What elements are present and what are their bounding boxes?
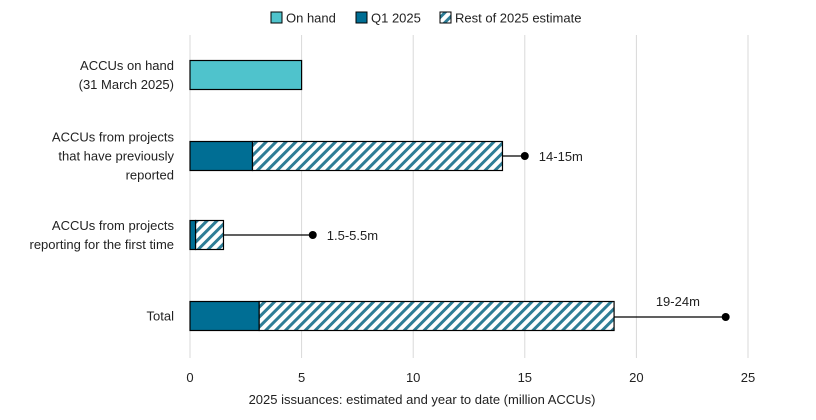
legend-swatch [270, 11, 283, 24]
bar-segment [189, 219, 197, 251]
legend-label: Rest of 2025 estimate [455, 11, 581, 26]
range-annotations: 14-15m 1.5-5.5m 19-24m [223, 149, 730, 321]
category-labels: ACCUs on hand (31 March 2025) ACCUs from p… [30, 58, 175, 324]
range-end-marker [308, 231, 317, 239]
category-label: reporting for the first time [30, 237, 175, 252]
x-tick-label: 25 [741, 370, 755, 385]
legend-swatch [355, 11, 368, 24]
category-label: that have previously [58, 149, 174, 164]
legend: On hand Q1 2025 Rest of 2025 estimate [270, 11, 581, 26]
category-label: reported [126, 168, 174, 183]
x-tick-label: 15 [518, 370, 532, 385]
range-label: 14-15m [539, 149, 583, 164]
range-end-marker [721, 313, 730, 321]
bars [189, 59, 615, 332]
category-label: ACCUs from projects [52, 130, 175, 145]
category-label: ACCUs from projects [52, 218, 175, 233]
bar-segment [189, 59, 303, 91]
category-label: Total [147, 309, 175, 324]
category-label: (31 March 2025) [79, 77, 174, 92]
x-tick-label: 10 [406, 370, 420, 385]
range-end-marker [520, 152, 529, 160]
category-label: ACCUs on hand [80, 58, 174, 73]
bar-segment [251, 140, 504, 172]
range-label: 1.5-5.5m [327, 228, 378, 243]
legend-label: Q1 2025 [371, 11, 421, 26]
legend-label: On hand [286, 11, 336, 26]
bar-segment [258, 300, 615, 332]
x-tick-label: 5 [298, 370, 305, 385]
bar-segment [189, 140, 254, 172]
bar-segment [189, 300, 260, 332]
x-axis-title: 2025 issuances: estimated and year to da… [249, 392, 596, 407]
x-tick-labels: 0 5 10 15 20 25 [186, 370, 755, 385]
bar-segment [194, 219, 225, 251]
legend-swatch [439, 11, 452, 24]
range-label: 19-24m [656, 294, 700, 309]
x-tick-label: 0 [186, 370, 193, 385]
x-tick-label: 20 [629, 370, 643, 385]
